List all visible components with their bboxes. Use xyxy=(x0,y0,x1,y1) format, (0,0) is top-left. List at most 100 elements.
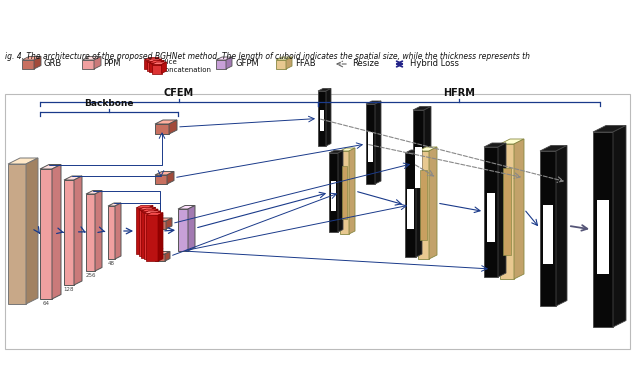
Polygon shape xyxy=(155,175,167,184)
Polygon shape xyxy=(418,147,437,151)
Polygon shape xyxy=(502,168,511,255)
Polygon shape xyxy=(405,150,422,153)
Polygon shape xyxy=(318,89,331,91)
Polygon shape xyxy=(82,56,101,60)
Polygon shape xyxy=(159,61,164,72)
Polygon shape xyxy=(136,205,153,208)
Polygon shape xyxy=(597,200,609,274)
Polygon shape xyxy=(326,89,331,146)
Polygon shape xyxy=(153,209,158,258)
Polygon shape xyxy=(540,146,567,151)
Polygon shape xyxy=(188,205,195,251)
Polygon shape xyxy=(149,61,164,63)
Polygon shape xyxy=(318,91,326,146)
Text: Backbone: Backbone xyxy=(84,99,134,108)
Polygon shape xyxy=(141,209,158,211)
Polygon shape xyxy=(115,203,121,259)
Polygon shape xyxy=(500,139,524,144)
Polygon shape xyxy=(82,60,94,69)
Polygon shape xyxy=(161,62,166,74)
Polygon shape xyxy=(178,205,195,209)
Polygon shape xyxy=(498,143,506,277)
Polygon shape xyxy=(94,56,101,69)
Text: HFRM: HFRM xyxy=(443,88,475,98)
Polygon shape xyxy=(143,211,161,213)
Text: 256: 256 xyxy=(85,273,96,278)
Polygon shape xyxy=(155,254,165,261)
Polygon shape xyxy=(146,213,163,215)
Polygon shape xyxy=(366,101,381,104)
Text: 48: 48 xyxy=(108,261,115,266)
Polygon shape xyxy=(487,193,495,242)
Polygon shape xyxy=(155,221,166,229)
Polygon shape xyxy=(329,150,343,153)
Polygon shape xyxy=(158,213,163,261)
Polygon shape xyxy=(144,60,154,69)
Polygon shape xyxy=(366,104,375,184)
Polygon shape xyxy=(154,58,159,69)
Polygon shape xyxy=(95,191,102,271)
Polygon shape xyxy=(157,59,161,70)
Polygon shape xyxy=(276,60,286,69)
Text: Resize: Resize xyxy=(352,60,379,69)
Text: 128: 128 xyxy=(64,287,74,292)
Polygon shape xyxy=(146,215,158,261)
Polygon shape xyxy=(147,61,157,70)
Polygon shape xyxy=(148,205,153,254)
Polygon shape xyxy=(375,101,381,184)
Polygon shape xyxy=(86,191,102,194)
Polygon shape xyxy=(368,132,373,162)
Polygon shape xyxy=(514,139,524,279)
Polygon shape xyxy=(22,60,34,69)
Polygon shape xyxy=(543,205,553,264)
Polygon shape xyxy=(319,110,324,131)
Polygon shape xyxy=(216,60,226,69)
Polygon shape xyxy=(8,164,26,304)
Polygon shape xyxy=(74,176,82,285)
Polygon shape xyxy=(424,106,431,217)
Polygon shape xyxy=(329,153,338,232)
Polygon shape xyxy=(405,153,416,257)
Text: ig. 4. The architecture of the proposed BGHNet method. The length of cuboid indi: ig. 4. The architecture of the proposed … xyxy=(5,52,530,61)
Polygon shape xyxy=(147,59,161,61)
Polygon shape xyxy=(64,176,82,180)
Polygon shape xyxy=(178,209,188,251)
Polygon shape xyxy=(40,169,52,299)
Polygon shape xyxy=(593,125,626,132)
Polygon shape xyxy=(149,63,159,72)
Polygon shape xyxy=(331,181,336,211)
Polygon shape xyxy=(150,207,156,256)
Polygon shape xyxy=(136,208,148,254)
Polygon shape xyxy=(86,194,95,271)
Polygon shape xyxy=(152,62,166,64)
Polygon shape xyxy=(108,206,115,259)
Polygon shape xyxy=(26,158,38,304)
Text: PPM: PPM xyxy=(103,60,120,69)
Polygon shape xyxy=(34,56,41,69)
Polygon shape xyxy=(340,148,355,151)
Polygon shape xyxy=(169,120,177,134)
Polygon shape xyxy=(484,147,498,277)
Text: FFAB: FFAB xyxy=(295,60,316,69)
Polygon shape xyxy=(540,151,556,306)
Polygon shape xyxy=(166,218,172,229)
Polygon shape xyxy=(416,150,422,257)
Polygon shape xyxy=(155,124,169,134)
Polygon shape xyxy=(415,147,422,188)
Polygon shape xyxy=(413,106,431,110)
Polygon shape xyxy=(276,57,292,60)
Polygon shape xyxy=(420,171,427,240)
Polygon shape xyxy=(155,252,170,254)
Polygon shape xyxy=(138,207,156,210)
Polygon shape xyxy=(165,252,170,261)
Polygon shape xyxy=(64,180,74,285)
Polygon shape xyxy=(613,125,626,327)
Polygon shape xyxy=(349,148,355,234)
Polygon shape xyxy=(138,210,150,256)
Polygon shape xyxy=(108,203,121,206)
Polygon shape xyxy=(156,211,161,259)
Polygon shape xyxy=(22,56,41,60)
Polygon shape xyxy=(286,57,292,69)
Polygon shape xyxy=(8,158,38,164)
Polygon shape xyxy=(418,151,429,259)
